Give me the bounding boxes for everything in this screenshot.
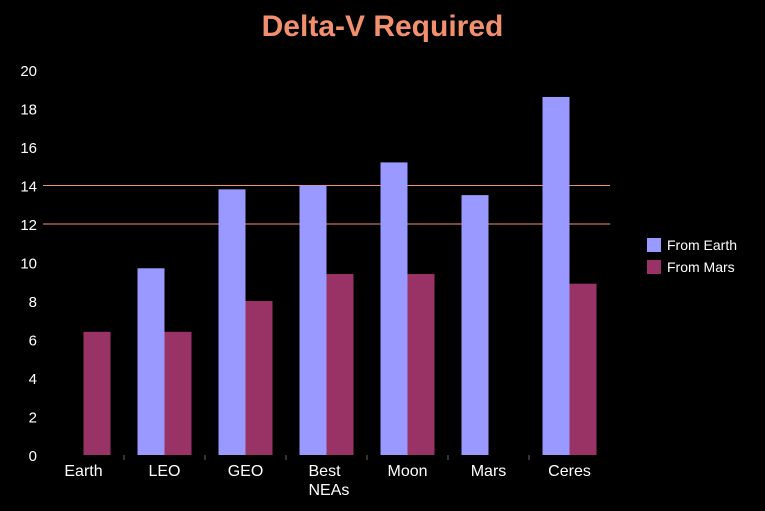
y-tick-label: 16 xyxy=(20,140,37,157)
bar-from-earth xyxy=(300,186,327,456)
y-tick-label: 8 xyxy=(29,294,37,311)
legend-swatch-from-earth xyxy=(647,238,661,252)
x-tick-label: GEO xyxy=(228,463,264,480)
bar-from-earth xyxy=(138,268,165,455)
x-axis: Earth LEO GEO BestNEAs Moon Mars Ceres xyxy=(64,455,590,499)
bar-from-mars xyxy=(570,284,597,455)
bar-from-mars xyxy=(84,332,111,455)
y-tick-label: 20 xyxy=(20,63,37,80)
x-tick-label: Ceres xyxy=(548,463,591,480)
y-tick-label: 10 xyxy=(20,256,37,273)
bar-from-mars xyxy=(327,274,354,455)
y-tick-label: 4 xyxy=(29,371,37,388)
y-tick-label: 18 xyxy=(20,102,37,119)
bar-from-earth xyxy=(219,189,246,455)
bar-from-earth xyxy=(462,195,489,455)
y-tick-label: 0 xyxy=(29,448,37,465)
bar-from-earth xyxy=(381,162,408,455)
bar-from-mars xyxy=(165,332,192,455)
x-tick-label: Moon xyxy=(387,463,427,480)
x-tick-label: LEO xyxy=(148,463,180,480)
bar-from-earth xyxy=(543,97,570,455)
legend-label-from-mars: From Mars xyxy=(667,259,735,275)
legend: From Earth From Mars xyxy=(647,237,737,275)
y-tick-label: 12 xyxy=(20,217,37,234)
y-tick-label: 6 xyxy=(29,333,37,350)
x-tick-label: Mars xyxy=(471,463,507,480)
x-tick-label: BestNEAs xyxy=(309,463,350,499)
y-tick-label: 2 xyxy=(29,410,37,427)
bar-from-mars xyxy=(408,274,435,455)
y-tick-label: 14 xyxy=(20,179,37,196)
y-axis-ticks: 0 2 4 6 8 10 12 14 16 18 20 xyxy=(20,63,37,465)
bar-from-mars xyxy=(246,301,273,455)
legend-swatch-from-mars xyxy=(647,260,661,274)
bars xyxy=(84,97,597,455)
legend-label-from-earth: From Earth xyxy=(667,237,737,253)
x-tick-label: Earth xyxy=(64,463,102,480)
